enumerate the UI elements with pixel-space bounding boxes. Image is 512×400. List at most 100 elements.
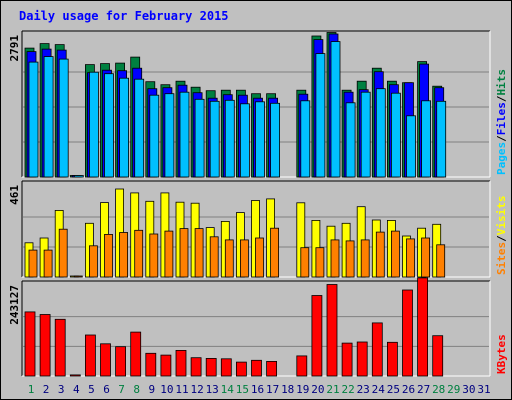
bar-kbytes-day-3 xyxy=(54,318,66,377)
bar-pages-day-10 xyxy=(164,93,175,178)
bar-kbytes-day-4 xyxy=(69,374,81,377)
bar-sites-day-1 xyxy=(28,249,38,278)
x-tick-label: 9 xyxy=(148,383,155,396)
bar-kbytes-day-5 xyxy=(85,334,96,377)
bar-kbytes-day-27 xyxy=(417,277,429,377)
x-tick-label: 15 xyxy=(236,383,249,396)
bar-kbytes-day-7 xyxy=(115,346,126,377)
legend-separator: / xyxy=(495,235,508,242)
x-tick-label: 21 xyxy=(326,383,339,396)
x-tick-label: 25 xyxy=(387,383,400,396)
x-tick-label: 26 xyxy=(402,383,415,396)
bar-sites-day-14 xyxy=(224,239,234,278)
bar-kbytes-day-17 xyxy=(266,360,278,377)
x-tick-label: 22 xyxy=(341,383,354,396)
x-tick-label: 27 xyxy=(417,383,430,396)
bar-pages-day-5 xyxy=(89,71,99,178)
bar-kbytes-day-1 xyxy=(24,311,36,377)
legend-item-hits: Hits xyxy=(495,69,508,96)
y-max-label: 2791 xyxy=(8,35,21,62)
x-tick-label: 2 xyxy=(43,383,50,396)
legend-text: KBytes xyxy=(495,334,508,374)
bar-sites-day-19 xyxy=(300,247,310,278)
bar-pages-day-20 xyxy=(315,53,326,178)
bar-pages-day-24 xyxy=(375,88,386,178)
bar-kbytes-day-22 xyxy=(341,342,353,377)
legend-text: Sites/Visits xyxy=(495,196,508,276)
bar-pages-day-7 xyxy=(119,77,129,178)
bar-pages-day-6 xyxy=(104,73,114,178)
bar-kbytes-day-19 xyxy=(296,355,308,377)
bar-kbytes-day-8 xyxy=(130,331,142,377)
bar-kbytes-day-13 xyxy=(205,357,217,377)
bar-sites-day-17 xyxy=(270,227,280,278)
x-tick-label: 1 xyxy=(28,383,35,396)
legend-item-visits: Visits xyxy=(495,196,508,236)
bar-sites-day-22 xyxy=(345,240,355,278)
legend-separator: / xyxy=(495,95,508,102)
bar-kbytes-day-16 xyxy=(251,359,262,377)
x-tick-label: 13 xyxy=(206,383,219,396)
legend-item-pages: Pages xyxy=(495,142,508,175)
x-tick-label: 5 xyxy=(88,383,95,396)
x-tick-label: 10 xyxy=(160,383,173,396)
bar-kbytes-day-6 xyxy=(100,343,111,377)
bar-sites-day-8 xyxy=(134,229,144,278)
bar-sites-day-20 xyxy=(315,247,325,278)
y-max-label: 243127 xyxy=(8,285,21,325)
x-tick-label: 23 xyxy=(357,383,370,396)
bar-kbytes-day-10 xyxy=(160,354,172,377)
bar-pages-day-9 xyxy=(149,94,160,178)
bar-pages-day-4 xyxy=(73,175,84,178)
bar-sites-day-4 xyxy=(73,275,83,278)
bar-kbytes-day-14 xyxy=(220,358,232,377)
bar-kbytes-day-24 xyxy=(371,322,383,377)
bar-pages-day-14 xyxy=(224,99,235,178)
bar-kbytes-day-15 xyxy=(235,361,247,377)
bar-pages-day-11 xyxy=(179,91,190,178)
bar-sites-day-15 xyxy=(239,239,249,278)
bar-sites-day-27 xyxy=(421,237,431,278)
bar-pages-day-21 xyxy=(330,41,341,178)
bar-pages-day-3 xyxy=(58,58,69,178)
bar-pages-day-19 xyxy=(300,100,311,178)
x-tick-label: 4 xyxy=(73,383,80,396)
x-tick-label: 24 xyxy=(372,383,386,396)
x-tick-label: 30 xyxy=(462,383,475,396)
bar-sites-day-3 xyxy=(58,228,68,278)
bar-pages-day-12 xyxy=(194,98,205,178)
x-tick-label: 28 xyxy=(432,383,445,396)
bar-sites-day-25 xyxy=(390,230,400,278)
bar-kbytes-day-23 xyxy=(356,341,368,377)
x-tick-label: 31 xyxy=(477,383,490,396)
x-tick-label: 18 xyxy=(281,383,294,396)
bar-sites-day-24 xyxy=(375,231,385,278)
x-tick-label: 6 xyxy=(103,383,110,396)
y-max-label: 461 xyxy=(8,185,21,205)
bar-sites-day-26 xyxy=(406,238,415,278)
legend-visits-sites: Sites/Visits xyxy=(495,196,508,276)
bar-kbytes-day-20 xyxy=(311,295,323,377)
bar-sites-day-23 xyxy=(360,239,370,278)
bar-pages-day-13 xyxy=(209,100,220,178)
x-tick-label: 14 xyxy=(221,383,235,396)
bar-kbytes-day-11 xyxy=(175,349,187,377)
x-tick-label: 3 xyxy=(58,383,65,396)
legend-kbytes: KBytes xyxy=(495,334,508,374)
x-tick-label: 7 xyxy=(118,383,125,396)
bar-pages-day-15 xyxy=(239,103,250,178)
bar-sites-day-5 xyxy=(89,245,98,278)
legend-separator: / xyxy=(495,135,508,142)
bar-kbytes-day-12 xyxy=(190,357,202,377)
bar-sites-day-21 xyxy=(330,239,340,278)
legend-hits-files-pages: Pages/Files/Hits xyxy=(495,69,508,175)
bar-pages-day-28 xyxy=(436,100,447,178)
x-tick-label: 17 xyxy=(266,383,279,396)
legend-text: Pages/Files/Hits xyxy=(495,69,508,175)
bar-pages-day-17 xyxy=(270,102,281,178)
bar-kbytes-day-28 xyxy=(432,335,444,377)
bar-kbytes-day-2 xyxy=(39,314,51,377)
bar-sites-day-12 xyxy=(194,228,204,278)
bar-pages-day-1 xyxy=(28,61,39,178)
legend-item-kbytes: KBytes xyxy=(495,334,508,374)
